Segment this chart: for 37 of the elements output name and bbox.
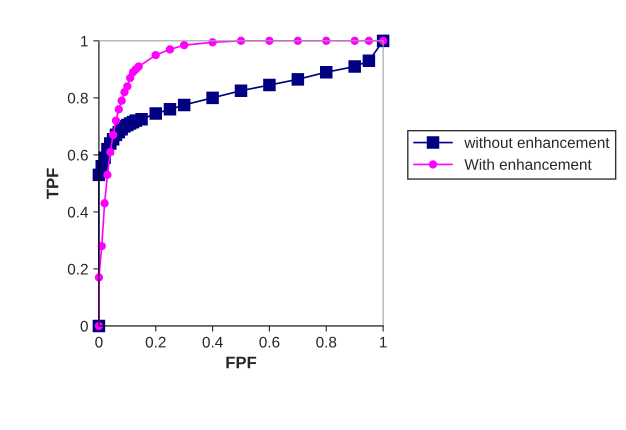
- point: [164, 103, 176, 116]
- point: [134, 62, 143, 71]
- y-tick-label: 0.4: [68, 206, 88, 218]
- point: [234, 84, 248, 97]
- point: [150, 107, 162, 120]
- y-tick-label: 0.8: [68, 92, 88, 104]
- y-tick-label: 0.2: [68, 264, 88, 275]
- point: [152, 50, 160, 60]
- y-tick-label: 1: [81, 36, 88, 46]
- point: [135, 113, 148, 126]
- point: [180, 40, 188, 50]
- x-tick-label: 0.6: [259, 336, 280, 348]
- point: [112, 116, 120, 125]
- x-tick-label: 0.2: [146, 336, 166, 348]
- x-tick-label: 0: [95, 336, 103, 348]
- legend-label: With enhancement: [464, 158, 592, 170]
- y-axis-title: TPF: [46, 168, 58, 199]
- x-tick-label: 0.4: [202, 336, 223, 348]
- y-tick-label: 0: [80, 320, 88, 332]
- point: [348, 60, 361, 73]
- y-tick-label: 0.6: [68, 150, 88, 161]
- point: [362, 54, 376, 68]
- point: [292, 73, 304, 86]
- point: [206, 92, 219, 104]
- x-axis-title: FPF: [226, 356, 256, 368]
- point: [114, 105, 123, 114]
- point: [117, 96, 126, 105]
- point: [103, 170, 112, 180]
- point: [263, 78, 276, 92]
- x-tick-label: 1: [380, 336, 387, 348]
- point: [123, 82, 132, 91]
- point: [178, 98, 190, 112]
- legend-label: without enhancement: [464, 136, 610, 148]
- x-tick-label: 0.8: [316, 336, 336, 348]
- point: [166, 45, 174, 54]
- point: [100, 199, 109, 208]
- point: [320, 66, 333, 78]
